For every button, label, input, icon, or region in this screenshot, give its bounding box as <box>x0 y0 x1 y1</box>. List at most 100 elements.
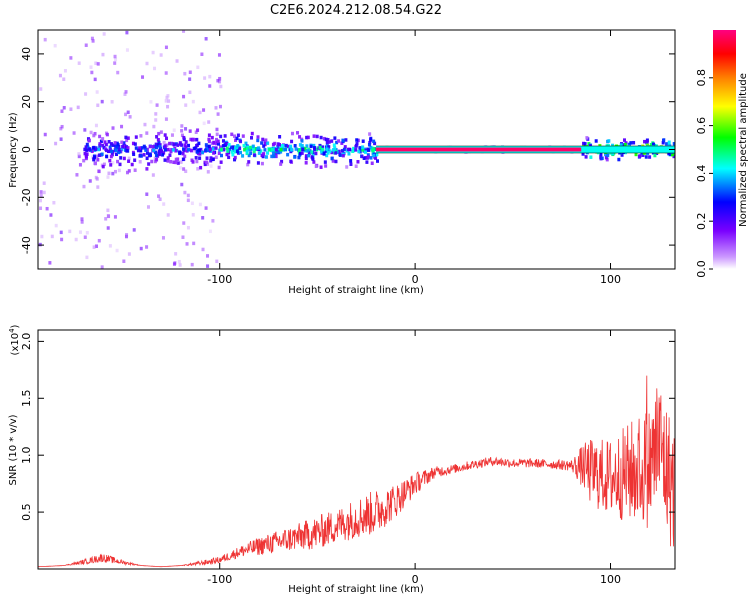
spectrogram-cell <box>274 148 278 152</box>
spectrogram-cell <box>252 149 256 154</box>
spectrogram-cell <box>245 146 249 151</box>
spectrogram-cell <box>138 146 142 150</box>
colorbar-tick-label: 0.0 <box>695 260 708 278</box>
spectrogram-cell <box>133 142 137 146</box>
spectrogram-cell <box>281 144 285 148</box>
spectrogram-cell <box>246 162 250 167</box>
spectrogram-cell <box>154 153 158 158</box>
spectrogram-cell <box>312 146 316 150</box>
spectrogram-cell <box>225 152 229 157</box>
spectrogram-y-ticks: -40 -20 0 20 40 <box>20 47 675 254</box>
spectrogram-cell <box>367 148 371 152</box>
spectrogram-cell <box>371 148 375 153</box>
spectrogram-cell <box>284 143 288 148</box>
spectrogram-cell <box>124 112 128 117</box>
spectrogram-cell <box>368 132 372 136</box>
spectrogram-cell <box>324 164 328 168</box>
spectrogram-cell <box>106 149 110 154</box>
spectrogram-cell <box>100 99 104 104</box>
spectrogram-cell <box>369 145 373 150</box>
snr-multiplier-label: (x104) <box>8 324 21 355</box>
spectrogram-cell <box>156 138 160 142</box>
spectrogram-cell <box>218 148 222 153</box>
spectrogram-cell <box>82 184 86 189</box>
spectrogram-cell <box>158 143 162 147</box>
spectrogram-cell <box>131 141 135 146</box>
spectrogram-cell <box>665 142 669 146</box>
spectrogram-cell <box>212 151 216 155</box>
spectrogram-cell <box>337 139 341 143</box>
spectrogram-cell <box>167 99 171 103</box>
snr-panel: -100 0 100 0.5 1.0 1.5 2.0 Height of straight… <box>8 324 676 595</box>
spectrogram-cell <box>326 151 330 155</box>
spectrogram-cells <box>38 30 675 269</box>
spectrogram-cell <box>343 145 347 149</box>
spectrogram-cell <box>670 152 674 157</box>
spectrogram-cell <box>622 138 626 142</box>
spectrogram-cell <box>77 152 81 156</box>
spectrogram-cell <box>584 155 588 159</box>
spectrogram-cell <box>330 150 334 155</box>
spectrogram-cell <box>180 124 184 128</box>
spectrogram-cell <box>348 147 352 152</box>
spectrogram-cell <box>160 149 164 154</box>
spectrogram-cell <box>116 159 120 164</box>
spectrogram-cell <box>168 153 172 157</box>
spectrogram-cell <box>184 145 188 149</box>
spectrogram-cell <box>276 145 280 149</box>
spectrogram-cell <box>204 148 208 153</box>
spectrogram-cell <box>182 167 186 171</box>
spectrogram-cell <box>641 153 645 157</box>
spectrogram-cell <box>195 150 199 154</box>
spectrogram-cell <box>96 62 100 66</box>
spectrogram-cell <box>77 154 81 159</box>
y-tick-label: 40 <box>20 47 33 61</box>
spectrogram-cell <box>303 146 307 151</box>
spectrogram-cell <box>587 142 591 146</box>
spectrogram-cell <box>164 45 168 50</box>
spectrogram-cell <box>161 236 165 240</box>
y-tick-label: 2.0 <box>20 333 33 351</box>
spectrogram-cell <box>322 136 326 141</box>
spectrogram-cell <box>262 152 266 156</box>
spectrogram-cell <box>583 142 587 146</box>
spectrogram-cell <box>355 138 359 142</box>
spectrogram-cell <box>54 223 58 228</box>
spectrogram-cell <box>347 152 351 156</box>
spectrogram-cell <box>230 132 234 137</box>
spectrogram-cell <box>206 170 210 174</box>
spectrogram-cell <box>211 147 215 151</box>
spectrogram-cell <box>151 173 155 177</box>
spectrogram-cell <box>180 182 184 187</box>
spectrogram-cell <box>191 160 195 164</box>
spectrogram-cell <box>205 160 209 165</box>
spectrogram-cell <box>164 136 168 141</box>
spectrogram-cell <box>183 71 187 76</box>
spectrogram-cell <box>581 152 585 156</box>
spectrogram-cell <box>249 151 253 155</box>
colorbar-ticks: 0.0 0.2 0.4 0.6 0.8 <box>695 69 713 278</box>
spectrogram-cell <box>162 140 166 145</box>
spectrogram-cell <box>165 143 169 147</box>
spectrogram-cell <box>332 148 336 152</box>
spectrogram-cell <box>214 106 218 110</box>
spectrogram-cell <box>192 241 196 246</box>
spectrogram-cell <box>216 78 220 83</box>
spectrogram-cell <box>184 140 188 144</box>
spectrogram-cell <box>293 155 297 159</box>
spectrogram-cell <box>286 144 290 149</box>
spectrogram-cell <box>653 153 657 158</box>
spectrogram-cell <box>327 140 331 144</box>
spectrogram-cell <box>127 159 131 163</box>
spectrogram-cell <box>54 141 58 146</box>
spectrogram-cell <box>174 252 178 256</box>
spectrogram-cell <box>83 151 87 156</box>
spectrogram-cell <box>356 160 360 164</box>
spectrogram-cell <box>150 159 154 164</box>
spectrogram-cell <box>43 132 47 137</box>
spectrogram-cell <box>107 140 111 144</box>
spectrogram-cell <box>204 37 208 41</box>
spectrogram-cell <box>277 147 281 151</box>
spectrogram-cell <box>290 131 294 136</box>
spectrogram-cell <box>188 70 192 75</box>
